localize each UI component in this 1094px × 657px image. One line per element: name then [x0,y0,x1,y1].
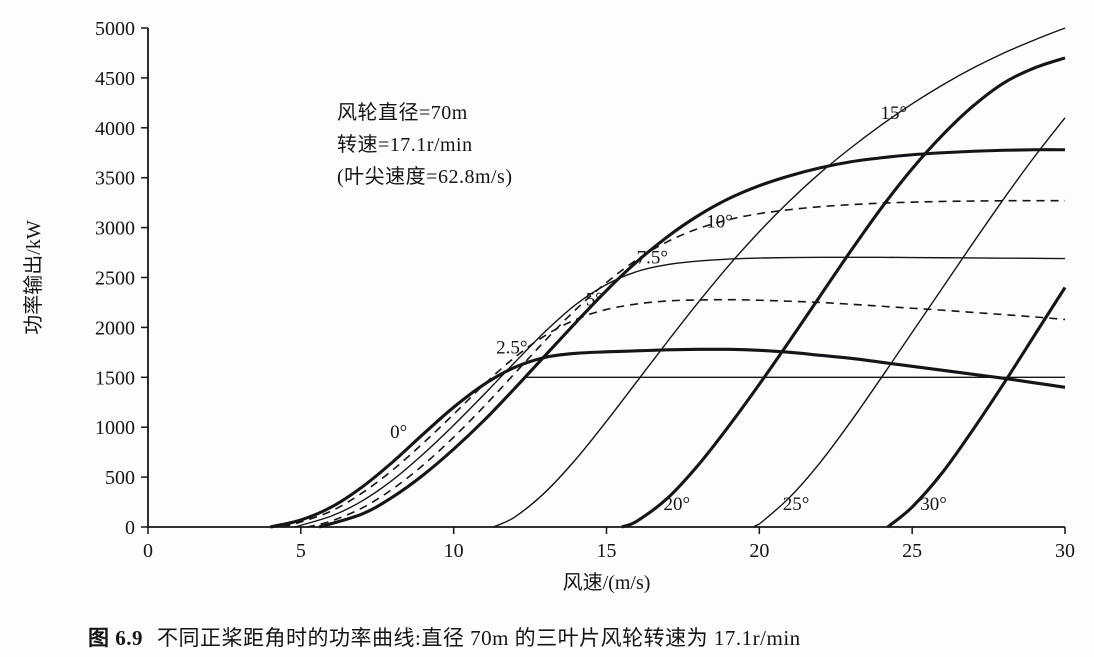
x-tick-label: 15 [597,540,617,562]
y-tick-label: 1500 [95,367,135,389]
x-axis-label: 风速/(m/s) [563,571,651,594]
curve-label-0°: 0° [390,422,407,443]
x-tick-label: 25 [902,540,922,562]
y-tick-label: 500 [105,467,135,489]
annotation-rotor-diameter: 风轮直径=70m [337,102,468,124]
y-tick-label: 3000 [95,218,135,240]
y-tick-label: 2000 [95,317,135,339]
x-tick-label: 10 [444,540,464,562]
curve-30° [886,286,1067,529]
y-tick-label: 0 [125,517,135,539]
y-tick-label: 4500 [95,68,135,90]
figure-caption: 图 6.9 不同正桨距角时的功率曲线:直径 70m 的三叶片风轮转速为 17.1r… [88,622,801,652]
x-tick-label: 20 [749,540,769,562]
x-tick-label: 5 [296,540,306,562]
power-curve-chart: 0 500 1000 1500 2000 2500 3000 3500 4000 4500 5000… [22,18,1075,594]
curve-5° [294,256,1066,528]
curve-label-10°: 10° [706,212,733,233]
y-axis-label: 功率输出/kW [22,220,45,335]
figure-caption-text: 不同正桨距角时的功率曲线:直径 70m 的三叶片风轮转速为 17.1r/min [157,626,801,650]
curve-label-20°: 20° [663,494,690,515]
curve-25° [752,117,1066,528]
curve-0° [269,347,1066,529]
y-tick-label: 4000 [95,118,135,140]
chart-annotation: 风轮直径=70m 转速=17.1r/min (叶尖速度=62.8m/s) [337,97,513,193]
y-tick-label: 5000 [95,18,135,40]
curve-15° [493,27,1066,528]
annotation-rotor-speed: 转速=17.1r/min [337,134,473,156]
y-tick-label: 2500 [95,268,135,290]
y-tick-label: 3500 [95,168,135,190]
curve-20° [621,56,1066,529]
figure-number: 图 6.9 [88,626,143,650]
x-tick-label: 30 [1055,540,1075,562]
curve-label-15°: 15° [881,103,908,124]
curve-label-5°: 5° [586,289,603,310]
curve-label-25°: 25° [783,494,810,515]
curve-label-7.5°: 7.5° [637,248,668,269]
annotation-tip-speed: (叶尖速度=62.8m/s) [337,166,513,188]
axes [147,28,1065,528]
y-tick-label: 1000 [95,417,135,439]
x-tick-label: 0 [143,540,153,562]
curve-label-2.5°: 2.5° [496,337,527,358]
curve-7.5° [306,199,1066,528]
curve-10° [318,148,1066,529]
curve-label-30°: 30° [920,494,947,515]
